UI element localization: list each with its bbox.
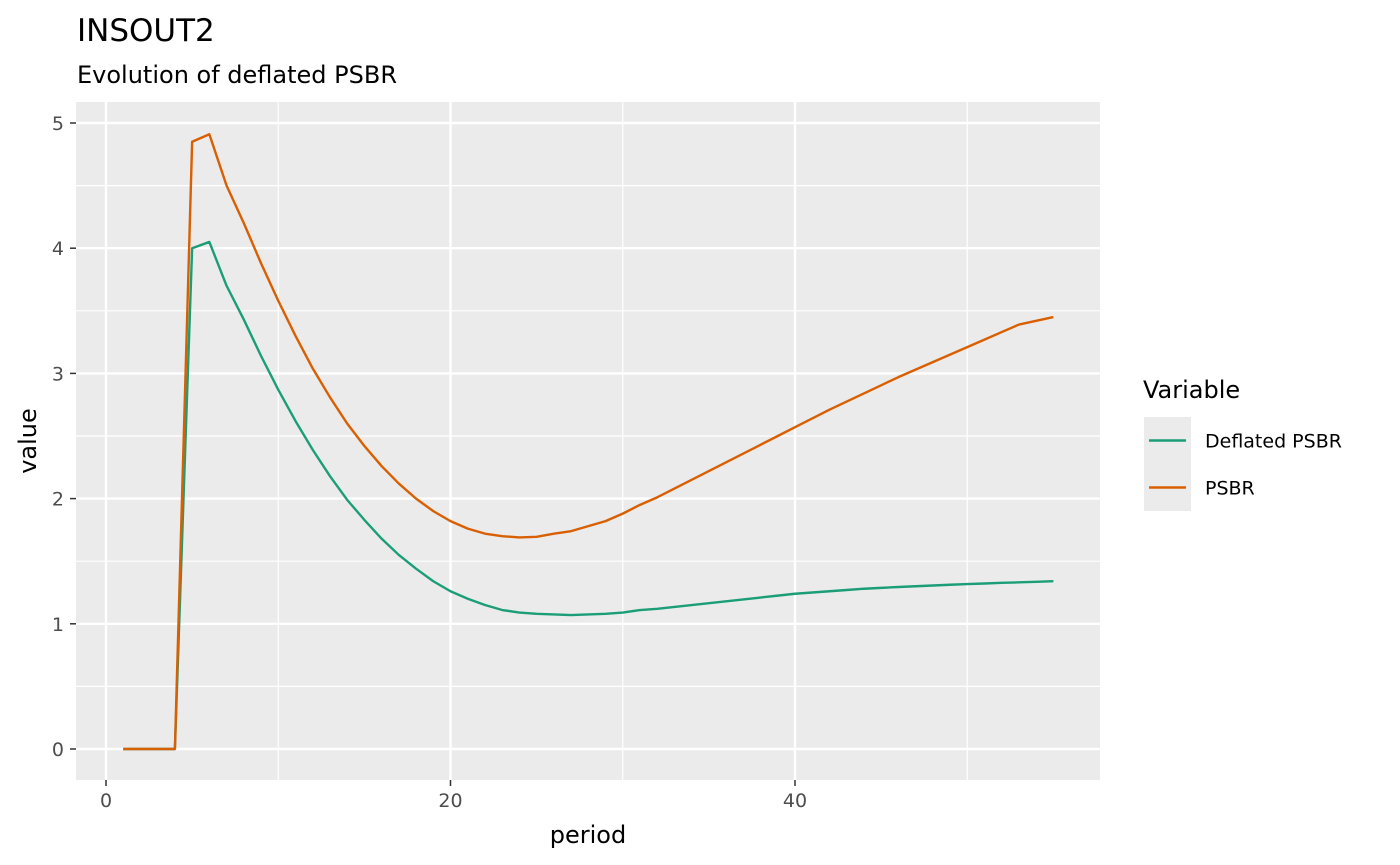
- series-lines: [123, 133, 1054, 751]
- y-tick-label: 1: [52, 614, 64, 636]
- chart-title: INSOUT2: [77, 13, 215, 49]
- y-tick-label: 0: [52, 739, 64, 761]
- y-tick-label: 3: [52, 363, 64, 385]
- series-line-psbr: [123, 133, 1054, 751]
- legend-entry-label: PSBR: [1205, 478, 1255, 500]
- legend-title: Variable: [1143, 376, 1240, 404]
- y-axis-label: value: [14, 408, 42, 474]
- x-axis-label: period: [550, 821, 626, 849]
- y-tick-label: 2: [52, 489, 64, 511]
- y-axis: 0 1 2 3 4 5: [52, 113, 76, 761]
- plot-panel: [76, 102, 1100, 780]
- legend-entry-label: Deflated PSBR: [1205, 431, 1342, 453]
- y-tick-label: 5: [52, 113, 64, 135]
- chart-subtitle: Evolution of deflated PSBR: [77, 61, 397, 89]
- x-tick-label: 0: [100, 790, 112, 812]
- x-axis: 0 20 40: [100, 780, 807, 812]
- x-tick-label: 20: [438, 790, 462, 812]
- legend: Variable Deflated PSBR PSBR: [1143, 376, 1342, 511]
- series-line-deflated-psbr: [123, 240, 1054, 751]
- x-tick-label: 40: [783, 790, 807, 812]
- grid-lines: [76, 102, 1100, 780]
- y-tick-label: 4: [52, 238, 64, 260]
